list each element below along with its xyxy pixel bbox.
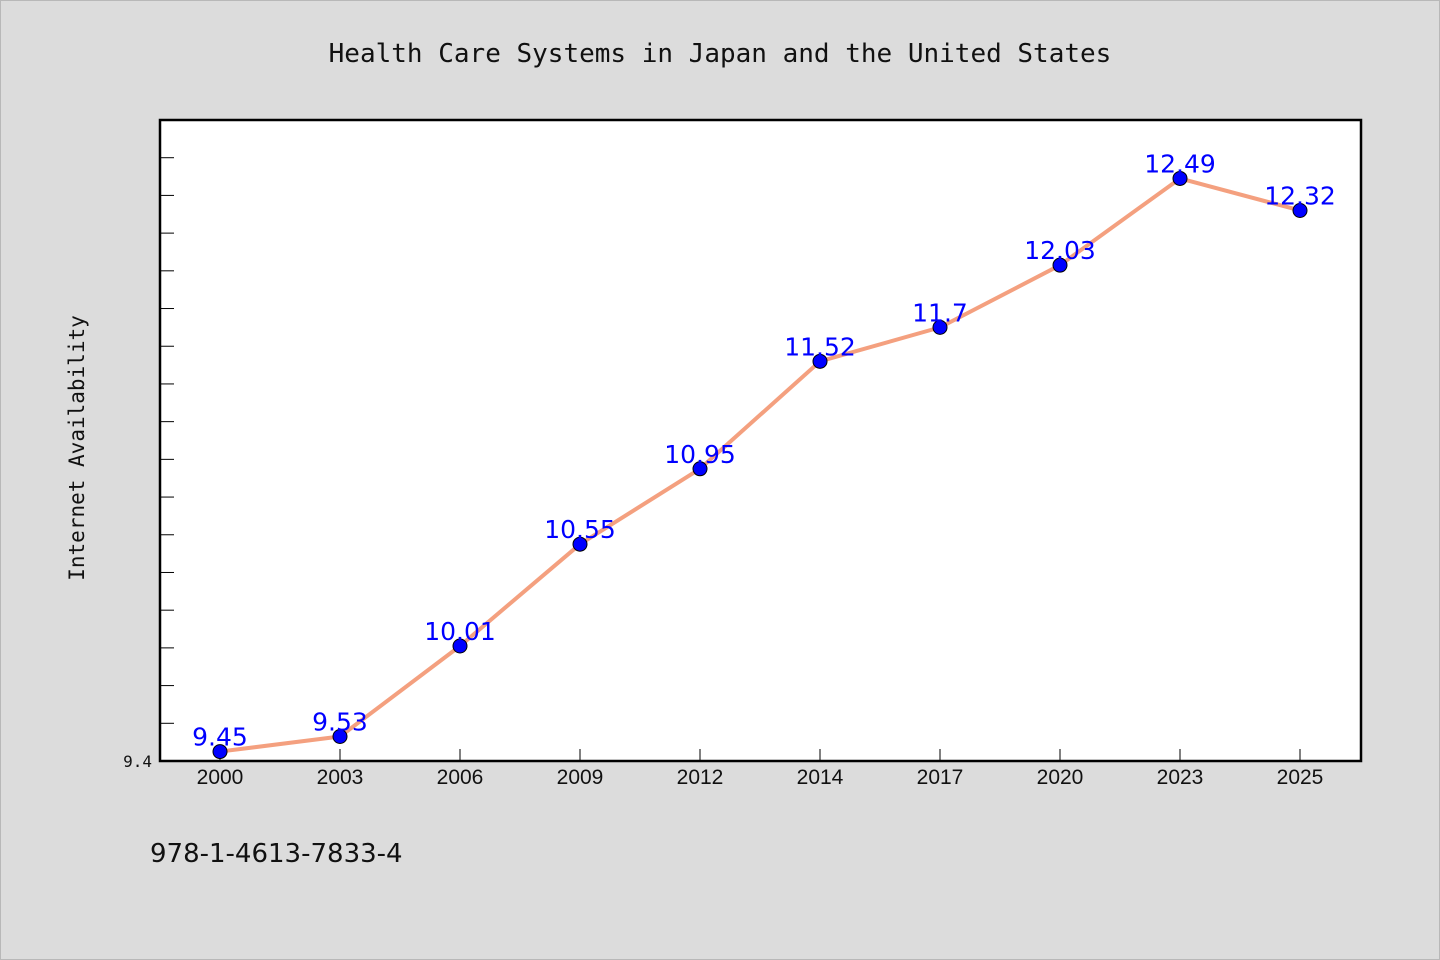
data-label: 12.32: [1264, 181, 1336, 210]
data-label: 10.55: [544, 515, 616, 544]
data-label: 11.7: [912, 298, 968, 327]
data-label: 12.03: [1024, 236, 1096, 265]
data-point: [1292, 202, 1308, 218]
series-line-group: [218, 176, 1302, 754]
y-axis-ticks: 9.4: [123, 119, 174, 771]
data-point: [812, 353, 828, 369]
data-point: [332, 728, 348, 744]
data-label: 9.45: [192, 723, 248, 752]
data-point: [932, 319, 948, 335]
x-tick-label: 2023: [1157, 766, 1204, 789]
data-label: 12.49: [1144, 149, 1216, 178]
data-points: [212, 170, 1308, 760]
data-point: [212, 744, 228, 760]
x-tick-label: 2017: [917, 766, 964, 789]
x-tick-label: 2003: [317, 766, 364, 789]
series-line: [218, 176, 1302, 754]
x-tick-label: 2020: [1037, 766, 1084, 789]
y-tick-label: 9.4: [123, 752, 152, 771]
chart-title: Health Care Systems in Japan and the Uni…: [329, 39, 1112, 69]
x-tick-label: 2000: [197, 766, 244, 789]
x-axis-ticks: 2000 2003 2006 2009 2012 2014 2017 2020 2023 2025: [197, 749, 1324, 789]
x-tick-label: 2014: [797, 766, 844, 789]
data-label: 10.01: [424, 617, 496, 646]
data-label: 9.53: [312, 707, 368, 736]
data-point: [1172, 170, 1188, 186]
x-tick-label: 2009: [557, 766, 604, 789]
data-labels: 9.45 9.53 10.01 10.55 10.95 11.52 11.7 12.03 12.…: [192, 149, 1336, 751]
plot-area: [158, 118, 1363, 763]
data-label: 10.95: [664, 440, 736, 469]
x-tick-label: 2025: [1277, 766, 1324, 789]
data-point: [1052, 257, 1068, 273]
data-point: [452, 638, 468, 654]
y-axis-label: Internet Availability: [65, 315, 89, 581]
isbn-text: 978-1-4613-7833-4: [150, 839, 403, 869]
x-tick-label: 2012: [677, 766, 724, 789]
data-point: [692, 461, 708, 477]
data-point: [572, 536, 588, 552]
x-tick-label: 2006: [437, 766, 484, 789]
data-label: 11.52: [784, 332, 856, 361]
